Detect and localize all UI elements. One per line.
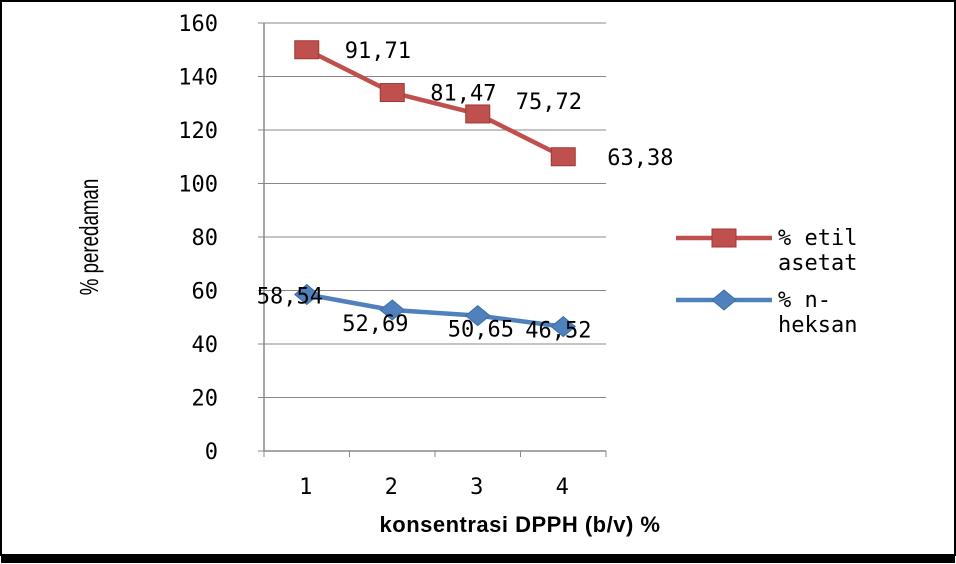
legend-label-line2: asetat	[778, 251, 857, 276]
legend-label-line1: % etil	[778, 226, 857, 251]
y-tick-label: 100	[178, 173, 218, 198]
x-tick-labels: 1 2 3 4	[299, 475, 569, 500]
diamond-marker	[293, 283, 320, 306]
legend-diamond-marker	[711, 289, 737, 311]
series-line-0	[305, 47, 565, 159]
x-axis-label: konsentrasi DPPH (b/v) %	[380, 512, 661, 537]
y-tick-label: 160	[178, 12, 218, 37]
data-label: 50,65	[448, 318, 514, 343]
legend-square-marker	[711, 228, 737, 248]
data-label: 63,38	[607, 146, 673, 171]
x-tick-label: 2	[385, 475, 398, 500]
diamond-marker	[464, 304, 491, 327]
square-marker	[465, 104, 491, 124]
data-label: 52,69	[342, 312, 408, 337]
data-label: 81,47	[430, 82, 496, 107]
x-tick-label: 3	[470, 475, 483, 500]
data-labels: 91,71 81,47 75,72 63,38 58,54 52,69 50,65 46,52	[257, 39, 674, 344]
data-label: 58,54	[257, 285, 323, 310]
data-label: 91,71	[345, 39, 411, 64]
series-group	[293, 40, 577, 338]
y-tick-label: 80	[192, 226, 219, 251]
square-marker	[294, 40, 320, 60]
legend-label-line1: % n-	[778, 288, 831, 313]
y-tick-label: 0	[205, 440, 218, 465]
x-tick-label: 4	[556, 475, 569, 500]
y-tick-label: 120	[178, 119, 218, 144]
y-tick-label: 20	[192, 387, 219, 412]
bottom-bar	[1, 555, 955, 563]
x-tick-label: 1	[299, 475, 312, 500]
data-label: 75,72	[516, 90, 582, 115]
series-line-1	[306, 292, 564, 329]
gridlines	[264, 22, 606, 398]
square-marker	[379, 83, 405, 103]
y-tick-labels: 0 20 40 60 80 100 120 140 160	[178, 12, 218, 465]
legend-label-line2: heksan	[778, 313, 857, 338]
diamond-marker	[550, 315, 577, 338]
y-tick-label: 140	[178, 66, 218, 91]
y-tick-label: 60	[192, 280, 219, 305]
data-label: 46,52	[525, 319, 591, 344]
square-marker	[550, 147, 576, 167]
diamond-marker	[379, 299, 406, 321]
y-axis-label: % peredaman	[74, 179, 104, 295]
y-tick-label: 40	[192, 333, 219, 358]
axes	[258, 22, 607, 457]
